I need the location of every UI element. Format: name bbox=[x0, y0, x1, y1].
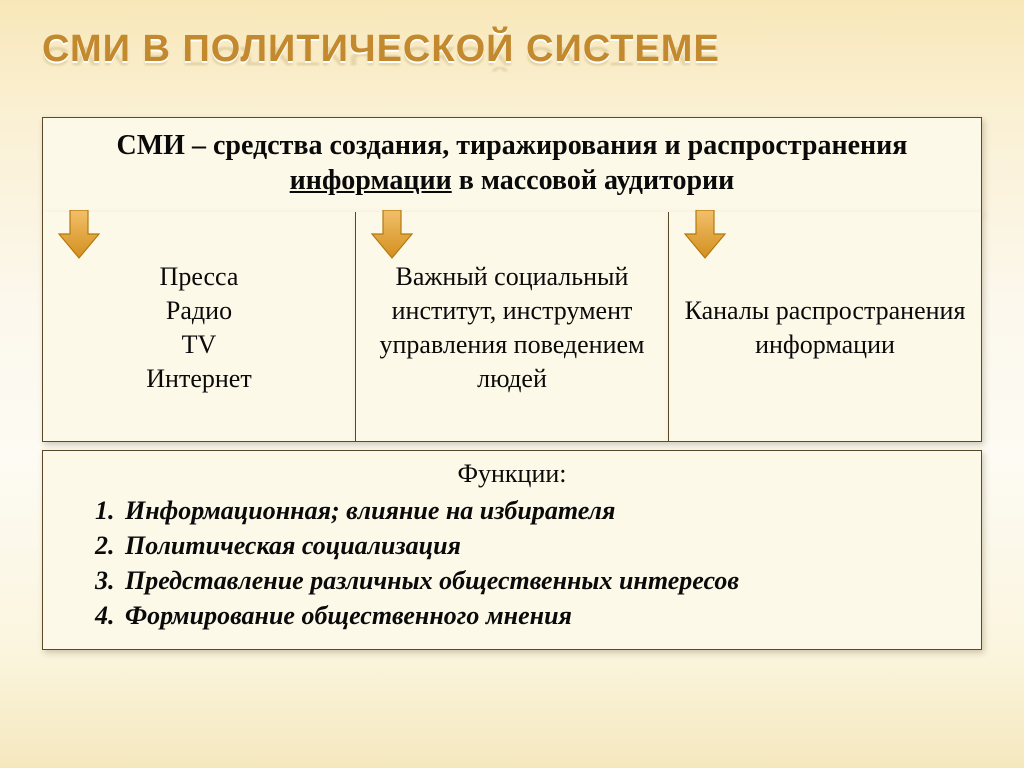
arrow-down-icon bbox=[683, 210, 727, 260]
definition-underlined: информации bbox=[290, 165, 452, 196]
columns-row: Пресса Радио TV Интернет Важный социальн… bbox=[42, 212, 982, 442]
arrow-down-icon bbox=[370, 210, 414, 260]
arrow-down-icon bbox=[57, 210, 101, 260]
definition-box: СМИ – средства создания, тиражирования и… bbox=[42, 117, 982, 213]
column-2: Важный социальный институт, инструмент у… bbox=[356, 212, 669, 442]
col3-text: Каналы распространения информации bbox=[683, 294, 967, 362]
function-item: Представление различных общественных инт… bbox=[121, 563, 959, 598]
functions-box: Функции: Информационная; влияние на изби… bbox=[42, 450, 982, 650]
slide-title: СМИ В ПОЛИТИЧЕСКОЙ СИСТЕМЕ bbox=[0, 0, 1024, 77]
definition-suffix: в массовой аудитории bbox=[452, 165, 735, 196]
function-item: Формирование общественного мнения bbox=[121, 598, 959, 633]
column-1: Пресса Радио TV Интернет bbox=[42, 212, 356, 442]
function-item: Политическая социализация bbox=[121, 528, 959, 563]
col1-line4: Интернет bbox=[57, 362, 341, 396]
content-area: СМИ – средства создания, тиражирования и… bbox=[0, 77, 1024, 650]
col1-line3: TV bbox=[57, 328, 341, 362]
function-item: Информационная; влияние на избирателя bbox=[121, 493, 959, 528]
column-3: Каналы распространения информации bbox=[669, 212, 982, 442]
col2-text: Важный социальный институт, инструмент у… bbox=[370, 260, 654, 395]
functions-heading: Функции: bbox=[65, 459, 959, 489]
col1-line1: Пресса bbox=[57, 260, 341, 294]
functions-list: Информационная; влияние на избирателя По… bbox=[65, 493, 959, 633]
definition-prefix: СМИ – средства создания, тиражирования и… bbox=[117, 130, 908, 161]
col1-line2: Радио bbox=[57, 294, 341, 328]
